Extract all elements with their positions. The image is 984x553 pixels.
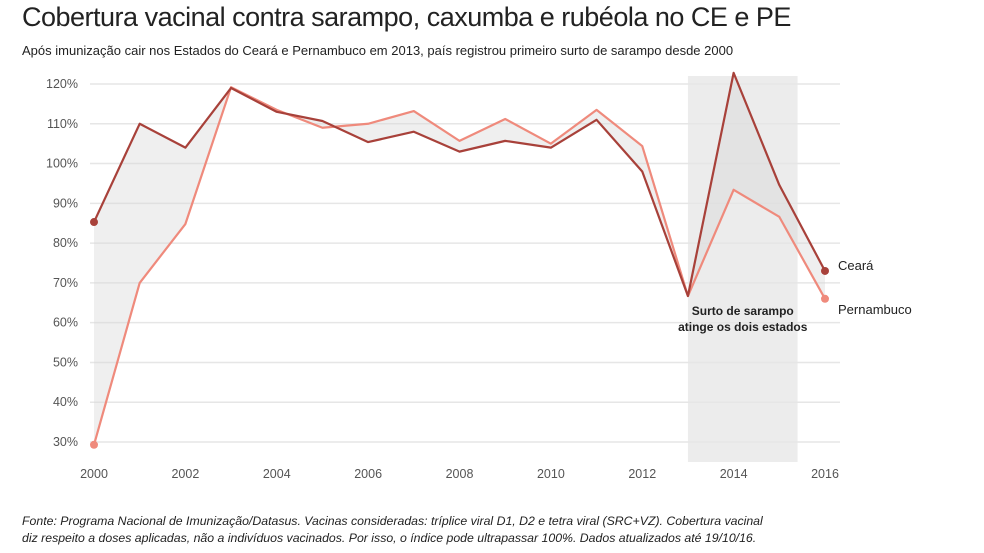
chart-title: Cobertura vacinal contra sarampo, caxumb… — [22, 2, 791, 32]
source-note: Fonte: Programa Nacional de Imunização/D… — [22, 513, 962, 547]
chart-subtitle: Após imunização cair nos Estados do Cear… — [22, 43, 734, 58]
x-tick-label: 2010 — [537, 467, 565, 481]
series-label-pernambuco: Pernambuco — [838, 302, 912, 317]
series-line-ceará — [93, 71, 826, 298]
x-tick-label: 2004 — [263, 467, 291, 481]
x-tick-label: 2002 — [171, 467, 199, 481]
highlight-band — [687, 76, 798, 462]
x-tick-label: 2000 — [80, 467, 108, 481]
data-point — [821, 294, 829, 303]
x-tick-label: 2012 — [628, 467, 656, 481]
x-tick-label: 2014 — [720, 467, 748, 481]
source-line-2: diz respeito a doses aplicadas, não a in… — [22, 531, 757, 545]
y-tick-label: 80% — [53, 236, 78, 250]
gap-area — [94, 72, 825, 445]
annotation-line-1: Surto de sarampo — [692, 304, 794, 318]
y-tick-label: 110% — [47, 117, 78, 131]
data-point — [90, 440, 98, 449]
x-tick-label: 2008 — [446, 467, 474, 481]
y-tick-label: 70% — [53, 276, 78, 290]
series-line-pernambuco — [92, 86, 826, 446]
x-tick-label: 2016 — [811, 467, 839, 481]
y-tick-label: 30% — [53, 435, 78, 449]
y-tick-label: 40% — [53, 395, 78, 409]
source-line-1: Fonte: Programa Nacional de Imunização/D… — [22, 514, 763, 528]
line-chart: 30% 40% 50% 60% 70% 80% 90% 100% 110% 120% 2000 200… — [46, 71, 912, 481]
x-tick-label: 2006 — [354, 467, 382, 481]
annotation-line-2: atinge os dois estados — [678, 320, 808, 334]
y-tick-label: 120% — [46, 77, 78, 91]
y-tick-label: 100% — [46, 157, 78, 171]
series-label-ceara: Ceará — [838, 258, 874, 273]
y-tick-label: 60% — [53, 316, 78, 330]
y-tick-label: 50% — [53, 355, 78, 369]
data-point — [90, 218, 98, 227]
y-tick-label: 90% — [53, 196, 78, 210]
data-point — [821, 266, 829, 275]
